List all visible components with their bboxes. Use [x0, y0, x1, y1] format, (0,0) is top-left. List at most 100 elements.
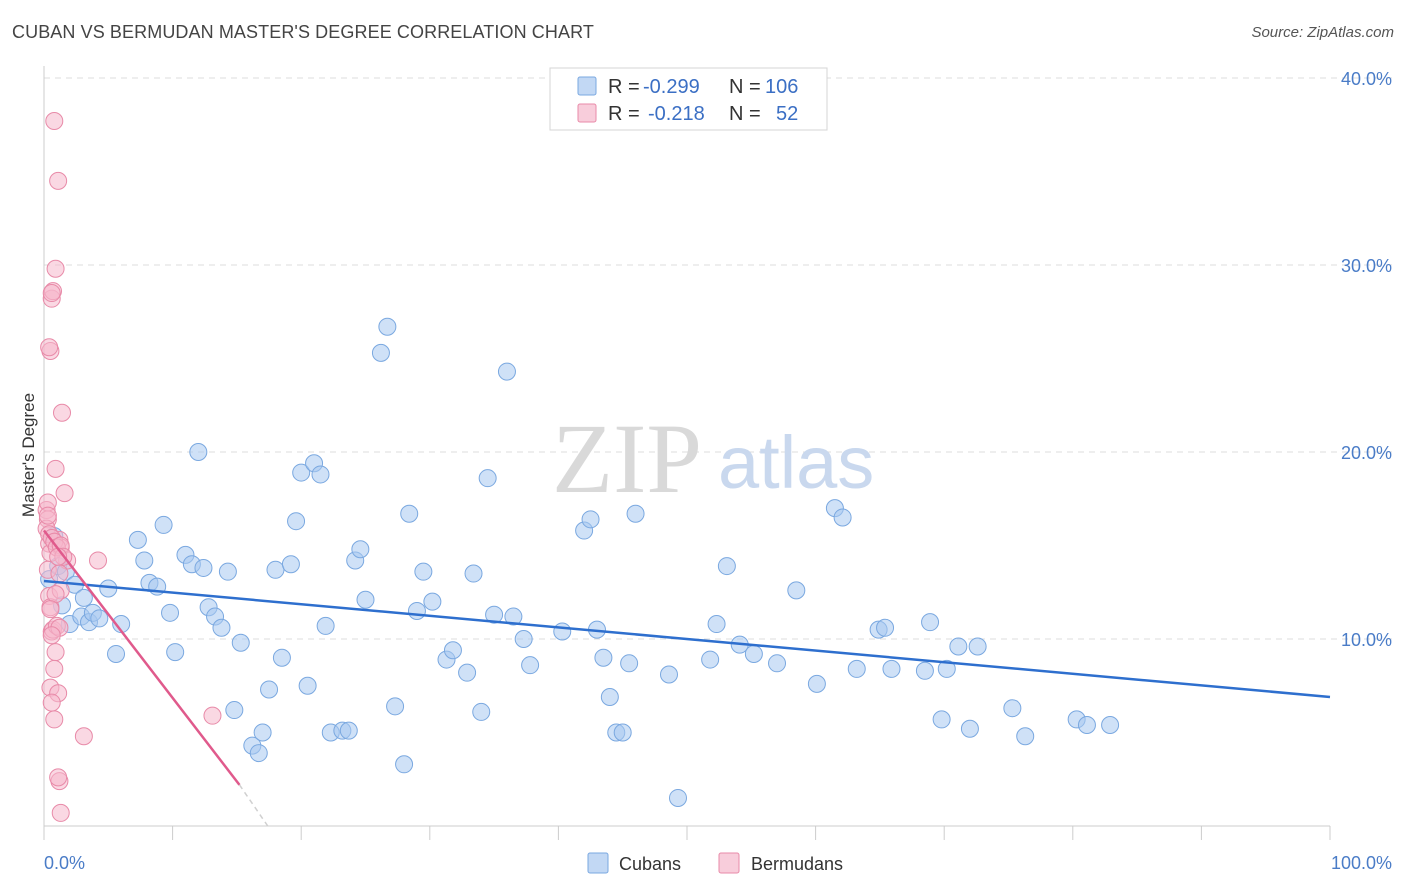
scatter-point-cubans [161, 603, 180, 622]
scatter-point-bermudans [46, 585, 65, 604]
scatter-point-cubans [395, 755, 414, 774]
scatter-point-cubans [949, 637, 968, 656]
scatter-point-cubans [932, 710, 951, 729]
scatter-point-cubans [166, 643, 185, 662]
scatter-point-cubans [626, 504, 645, 523]
legend-bottom-label-bermudans: Bermudans [751, 854, 843, 874]
trend-line-cubans [43, 579, 1331, 699]
scatter-point-bermudans [38, 506, 57, 525]
series-cubans [40, 317, 1120, 807]
scatter-point-cubans [521, 656, 540, 675]
legend-bottom-swatch-bermudans [718, 852, 740, 874]
legend-n-value-cubans: 106 [765, 76, 798, 98]
legend-n-value-bermudans: 52 [776, 103, 798, 125]
scatter-point-bermudans [51, 803, 70, 822]
trend-lines [43, 529, 1331, 827]
scatter-point-bermudans [50, 564, 69, 583]
scatter-point-cubans [74, 588, 93, 607]
scatter-point-cubans [937, 659, 956, 678]
y-tick-label: 40.0% [1341, 69, 1392, 89]
scatter-point-cubans [281, 555, 300, 574]
scatter-point-cubans [400, 504, 419, 523]
scatter-point-cubans [807, 674, 826, 693]
scatter-point-cubans [701, 650, 720, 669]
scatter-point-cubans [253, 723, 272, 742]
scatter-point-cubans [266, 560, 285, 579]
scatter-point-cubans [311, 465, 330, 484]
x-tick-label-min: 0.0% [44, 853, 85, 873]
scatter-point-cubans [485, 605, 504, 624]
scatter-point-cubans [443, 641, 462, 660]
scatter-point-cubans [1003, 699, 1022, 718]
scatter-point-cubans [497, 362, 516, 381]
scatter-point-bermudans [45, 112, 64, 131]
scatter-point-bermudans [89, 551, 108, 570]
scatter-point-cubans [292, 463, 311, 482]
scatter-point-cubans [668, 788, 687, 807]
scatter-point-bermudans [55, 484, 74, 503]
source-label: Source: ZipAtlas.com [1251, 24, 1394, 41]
scatter-point-bermudans [74, 727, 93, 746]
scatter-point-cubans [298, 676, 317, 695]
scatter-point-cubans [414, 562, 433, 581]
scatter-point-cubans [960, 719, 979, 738]
legend-swatch-cubans [577, 76, 597, 96]
x-tick-label-max: 100.0% [1331, 853, 1392, 873]
y-tick-label: 10.0% [1341, 630, 1392, 650]
legend-r-label-bermudans: R = [608, 103, 640, 125]
scatter-point-bermudans [46, 259, 65, 278]
scatter-point-bermudans [53, 403, 72, 422]
scatter-point-cubans [514, 630, 533, 648]
scatter-point-bermudans [46, 459, 65, 478]
legend-n-label-bermudans: N = [729, 103, 761, 125]
scatter-point-cubans [225, 701, 244, 720]
scatter-point-cubans [472, 702, 491, 721]
scatter-point-cubans [968, 637, 987, 656]
scatter-point-bermudans [42, 626, 61, 645]
legend-r-label-cubans: R = [608, 76, 640, 98]
scatter-point-bermudans [41, 600, 60, 619]
scatter-point-cubans [882, 659, 901, 678]
scatter-point-bermudans [40, 338, 59, 357]
scatter-point-cubans [504, 607, 523, 626]
scatter-point-cubans [1016, 727, 1035, 746]
scatter-point-cubans [768, 654, 787, 673]
legend-r-value-cubans: -0.299 [643, 76, 700, 98]
scatter-point-cubans [787, 581, 806, 600]
scatter-point-cubans [1077, 716, 1096, 735]
scatter-point-cubans [581, 510, 600, 529]
scatter-point-cubans [847, 659, 866, 678]
series-bermudans [37, 112, 222, 822]
scatter-point-cubans [915, 661, 934, 680]
scatter-point-cubans [194, 558, 213, 577]
scatter-point-cubans [458, 663, 477, 682]
y-tick-label: 20.0% [1341, 443, 1392, 463]
scatter-point-cubans [128, 530, 147, 549]
scatter-point-bermudans [45, 659, 64, 678]
watermark-zip-text: ZIP [552, 403, 702, 514]
legend-bottom: Cubans Bermudans [587, 852, 843, 874]
scatter-point-cubans [351, 540, 370, 559]
scatter-point-cubans [620, 654, 639, 673]
y-axis-title: Master's Degree [19, 393, 38, 517]
watermark: ZIP atlas [552, 403, 874, 514]
legend-n-label-cubans: N = [729, 76, 761, 98]
scatter-point-cubans [90, 609, 109, 628]
scatter-point-cubans [316, 616, 335, 635]
scatter-point-cubans [189, 443, 208, 461]
y-tick-labels: 10.0% 20.0% 30.0% 40.0% [1341, 69, 1392, 650]
scatter-point-cubans [287, 512, 306, 531]
scatter-point-cubans [553, 622, 572, 641]
scatter-point-cubans [1101, 716, 1120, 735]
scatter-point-cubans [833, 508, 852, 527]
trend-line-bermudans [43, 529, 241, 786]
chart-title: CUBAN VS BERMUDAN MASTER'S DEGREE CORREL… [12, 22, 594, 42]
scatter-point-cubans [659, 665, 678, 684]
scatter-point-cubans [154, 515, 173, 534]
scatter-point-bermudans [203, 706, 222, 725]
scatter-point-cubans [218, 562, 237, 581]
scatter-point-cubans [423, 592, 442, 611]
scatter-point-cubans [707, 615, 726, 634]
scatter-point-cubans [613, 723, 632, 742]
